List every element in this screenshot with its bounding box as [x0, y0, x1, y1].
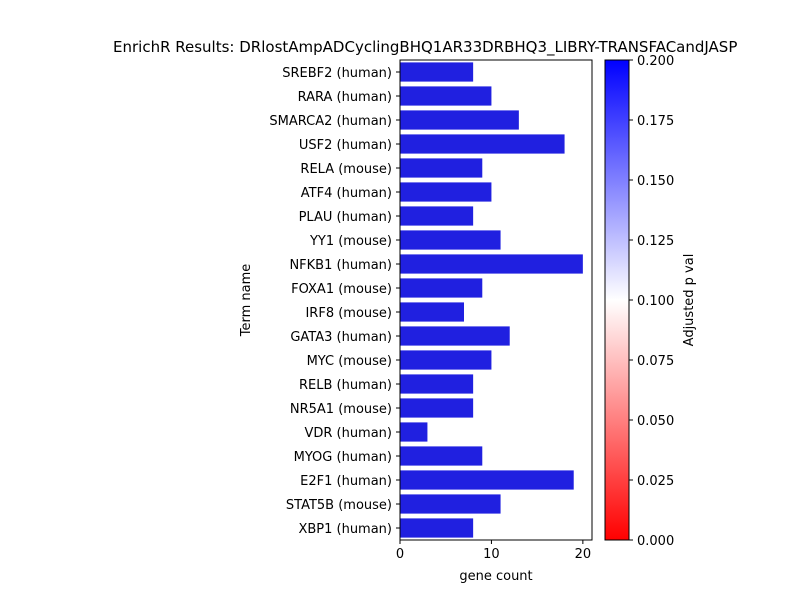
- bar: [400, 206, 474, 226]
- colorbar-ticks: 0.000 0.025 0.050 0.075 0.100 0.125 0.150 0.175…: [629, 54, 674, 549]
- bar: [400, 230, 501, 250]
- bars-group: [400, 62, 583, 538]
- colorbar-gradient: [604, 59, 630, 541]
- category-label: YY1 (mouse): [309, 234, 392, 249]
- y-axis-label: Term name: [239, 264, 254, 338]
- bar: [400, 158, 483, 178]
- category-label: PLAU (human): [299, 210, 392, 225]
- category-label: MYOG (human): [294, 450, 392, 465]
- category-label: SREBF2 (human): [282, 66, 392, 81]
- bar: [400, 470, 574, 490]
- colorbar: 0.000 0.025 0.050 0.075 0.100 0.125 0.150 0.175…: [604, 54, 697, 549]
- colorbar-tick-label: 0.125: [637, 234, 674, 249]
- x-axis-label: gene count: [459, 569, 532, 584]
- category-label: MYC (mouse): [307, 354, 392, 369]
- x-tick-label: 0: [396, 547, 404, 562]
- colorbar-tick-label: 0.150: [637, 174, 674, 189]
- plot-frame: [399, 59, 593, 541]
- bar: [400, 326, 510, 346]
- colorbar-tick-label: 0.000: [637, 534, 674, 549]
- category-label: ATF4 (human): [301, 186, 392, 201]
- category-label: RELB (human): [299, 378, 392, 393]
- bar: [400, 446, 483, 466]
- category-labels: SREBF2 (human) RARA (human) SMARCA2 (human…: [269, 66, 400, 537]
- bar: [400, 86, 492, 106]
- category-label: STAT5B (mouse): [286, 498, 392, 513]
- colorbar-tick-label: 0.050: [637, 414, 674, 429]
- category-label: USF2 (human): [299, 138, 392, 153]
- chart-title: EnrichR Results: DRlostAmpADCyclingBHQ1A…: [113, 38, 737, 57]
- category-label: SMARCA2 (human): [269, 114, 392, 129]
- category-label: E2F1 (human): [300, 474, 392, 489]
- category-label: IRF8 (mouse): [305, 306, 392, 321]
- x-axis: 0 10 20: [396, 540, 591, 562]
- category-label: FOXA1 (mouse): [291, 282, 392, 297]
- bar: [400, 62, 474, 82]
- colorbar-tick-label: 0.175: [637, 114, 674, 129]
- category-label: GATA3 (human): [290, 330, 392, 345]
- category-label: VDR (human): [304, 426, 392, 441]
- bar: [400, 374, 474, 394]
- colorbar-tick-label: 0.200: [637, 54, 674, 69]
- bar: [400, 494, 501, 514]
- x-tick-label: 20: [575, 547, 592, 562]
- x-tick-label: 10: [483, 547, 500, 562]
- category-label: NR5A1 (mouse): [290, 402, 392, 417]
- category-label: RELA (mouse): [300, 162, 392, 177]
- category-label: NFKB1 (human): [289, 258, 392, 273]
- bar: [400, 422, 428, 442]
- bar: [400, 278, 483, 298]
- bar: [400, 254, 583, 274]
- bar: [400, 182, 492, 202]
- colorbar-tick-label: 0.025: [637, 474, 674, 489]
- category-label: RARA (human): [298, 90, 392, 105]
- colorbar-label: Adjusted p val: [682, 254, 697, 347]
- category-label: XBP1 (human): [298, 522, 392, 537]
- bar: [400, 110, 519, 130]
- colorbar-tick-label: 0.075: [637, 354, 674, 369]
- colorbar-tick-label: 0.100: [637, 294, 674, 309]
- bar: [400, 518, 474, 538]
- bar: [400, 350, 492, 370]
- bar: [400, 134, 565, 154]
- bar: [400, 302, 464, 322]
- bar: [400, 398, 474, 418]
